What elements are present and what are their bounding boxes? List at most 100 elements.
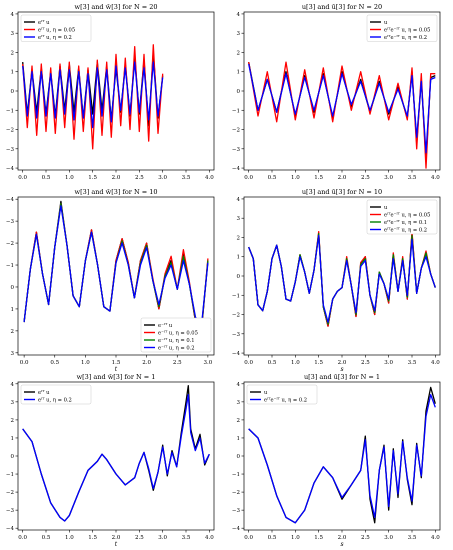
x-tick-label: 2.5 [135,535,144,541]
y-tick-label: −2 [6,128,14,134]
chart-title: u[3] and ū[3] for N = 1 [304,373,380,381]
legend: eᴵᵀ u eᴵᵀ u, η = 0.2 [20,384,92,405]
x-tick-label: 2.0 [112,535,121,541]
x-tick-label: 4.0 [431,535,440,541]
series-line-3 [248,63,436,154]
chart-title: w[3] and w̄[3] for N = 20 [75,3,158,11]
x-tick-label: 1.5 [314,360,323,366]
y-tick-label: 0 [11,285,15,291]
x-tick-label: 0.0 [244,360,253,366]
y-tick-label: −3 [232,147,241,153]
x-tick-label: 4.0 [205,535,214,541]
x-tick-label: 3.0 [158,175,167,181]
x-tick-label: 0.0 [18,175,27,181]
y-tick-label: 0 [11,454,15,460]
x-axis-label: s [340,366,343,373]
y-tick-label: 3 [11,351,15,357]
series-line-4 [248,234,436,323]
x-tick-label: 1.0 [65,175,74,181]
x-tick-label: 1.0 [291,360,300,366]
y-tick-label: 3 [11,400,15,406]
x-tick-label: 2.5 [135,175,144,181]
x-tick-label: 3.0 [384,535,393,541]
y-tick-label: −4 [232,526,241,532]
y-tick-label: 1 [237,255,241,261]
x-tick-label: 4.0 [205,175,214,181]
legend: u eᴵᵀe⁻ᴵᵀ u, η = 0.2 [246,384,318,405]
legend-entry: e⁻ᴵᵀ u, η = 0.1 [158,338,195,344]
series-line-2 [248,61,436,169]
legend-entry: u [384,205,388,211]
y-tick-label: −2 [6,241,14,247]
x-tick-label: 1.0 [291,175,300,181]
legend-box [366,199,438,235]
chart-panel-5: 0.0 0.5 1.0 1.5 2.0 2.5 3.0 3.5 4.0 4 3 2 1 0 −1 −2 −3 −4… [6,373,215,548]
x-tick-label: 2.0 [112,175,121,181]
x-tick-label: 0.0 [20,360,29,366]
x-tick-label: 2.0 [338,535,347,541]
x-tick-label: 3.0 [384,175,393,181]
x-tick-label: 1.5 [314,175,323,181]
chart-title: u[3] and ū[3] for N = 10 [302,188,382,196]
x-tick-label: 3.5 [182,175,191,181]
chart-title: w[3] and w̄[3] for N = 10 [75,188,158,196]
legend-entry: eᴵᵀe⁻ᴵᵀ u, η = 0.1 [384,220,427,226]
y-tick-label: −1 [232,293,240,299]
x-tick-label: 1.5 [314,535,323,541]
y-tick-label: 0 [237,454,241,460]
y-tick-label: 0 [237,274,241,280]
y-tick-label: 3 [237,400,241,406]
legend-entry: eᴵᵀe⁻ᴵᵀ u, η = 0.05 [384,28,430,34]
legend: e⁻ᴵᵀ u e⁻ᴵᵀ u, η = 0.05e⁻ᴵᵀ u, η = 0.1 e⁻ᴵ… [140,317,212,353]
x-tick-label: 4.0 [431,175,440,181]
legend-entry: eᴵᵀe⁻ᴵᵀ u, η = 0.05 [384,213,430,219]
chart-panel-6: 0.0 0.5 1.0 1.5 2.0 2.5 3.0 3.5 4.0 4 3 2 1 0 −1 −2 −3 −4… [232,373,441,548]
y-tick-label: 2 [11,50,15,56]
y-tick-label: 1 [11,70,15,76]
x-tick-label: 1.5 [88,175,97,181]
x-tick-label: 0.5 [50,360,59,366]
chart-title: w[3] and w̄[3] for N = 1 [77,373,156,381]
x-tick-label: 0.0 [18,535,27,541]
legend-box [20,384,92,405]
x-tick-label: 2.0 [142,360,151,366]
legend-entry: eᴵᵀe⁻ᴵᵀ u, η = 0.2 [264,398,307,404]
legend-box [366,14,438,42]
legend-entry: eᴵᵀ u [38,390,50,396]
x-tick-label: 1.5 [112,360,121,366]
y-tick-label: −4 [232,351,241,357]
y-tick-label: −2 [232,490,240,496]
x-tick-label: 3.5 [182,535,191,541]
y-tick-label: 3 [11,31,15,37]
y-tick-label: 3 [237,31,241,37]
y-tick-label: −4 [6,526,15,532]
y-tick-label: −2 [6,490,14,496]
y-tick-label: 4 [237,12,241,18]
y-tick-label: 1 [237,436,241,442]
y-tick-label: 3 [237,216,241,222]
y-tick-label: 4 [237,197,241,203]
y-tick-label: −3 [6,147,15,153]
legend-entry: e⁻ᴵᵀ u [158,323,173,329]
legend-entry: u [384,20,388,26]
legend-entry: eᴵᵀ u, η = 0.05 [38,28,75,34]
series-line-2 [248,393,436,524]
y-tick-label: 2 [237,235,241,241]
x-tick-label: 2.5 [361,535,370,541]
y-tick-label: 1 [237,70,241,76]
series-line-4 [23,205,209,323]
series-line-2 [22,44,164,150]
x-tick-label: 3.0 [384,360,393,366]
y-tick-label: −4 [6,197,15,203]
x-tick-label: 2.5 [361,175,370,181]
y-tick-label: −4 [232,166,241,172]
legend-entry: e⁻ᴵᵀ u, η = 0.05 [158,331,198,337]
y-tick-label: 0 [11,89,15,95]
y-tick-label: 2 [11,418,15,424]
chart-panel-4: 0.0 0.5 1.0 1.5 2.0 2.5 3.0 3.5 4.0 4 3 2 1 0 −1 −2 −3 −4… [232,188,441,373]
series-line-1 [248,386,436,524]
x-axis-label: t [115,366,118,373]
y-tick-label: −3 [6,219,15,225]
